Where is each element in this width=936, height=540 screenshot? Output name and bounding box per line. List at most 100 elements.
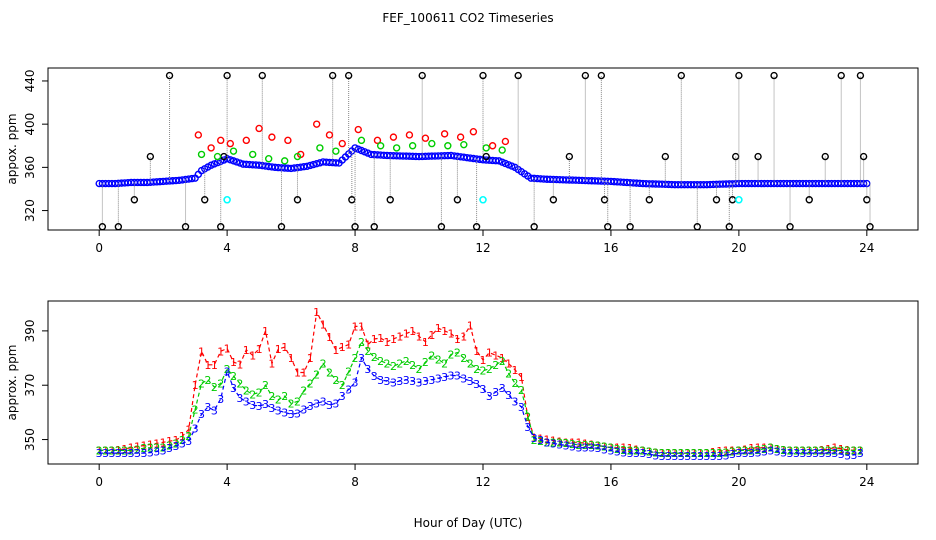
bottom-green-marker: 2: [659, 447, 666, 460]
bottom-red-marker: 1: [723, 444, 730, 457]
bottom-red-marker: 1: [825, 443, 832, 456]
top-red-point: [255, 124, 263, 133]
bottom-green-marker: 2: [377, 355, 384, 368]
top-green-point: [264, 155, 273, 163]
bottom-blue-marker: 3: [524, 421, 531, 434]
bottom-red-marker: 1: [716, 445, 723, 458]
bottom-green-marker: 2: [735, 444, 742, 457]
bottom-blue-marker: 3: [780, 447, 787, 460]
bottom-blue-marker: 3: [755, 447, 762, 460]
top-black-point: [677, 71, 686, 80]
bottom-green-marker: 2: [243, 385, 250, 398]
bottom-red-marker: 1: [435, 322, 442, 335]
bottom-blue-marker: 3: [371, 370, 378, 383]
bottom-blue-marker: 3: [396, 375, 403, 388]
bottom-blue-marker: 3: [236, 392, 243, 405]
bottom-blue-marker: 3: [249, 399, 256, 412]
bottom-blue-marker: 3: [537, 434, 544, 447]
top-blue-point: [303, 162, 311, 170]
top-red-point: [312, 120, 321, 128]
bottom-red-marker: 1: [499, 352, 506, 365]
bottom-green-marker: 2: [236, 377, 243, 390]
bottom-green-marker: 2: [825, 444, 832, 457]
bottom-red-marker: 1: [735, 444, 742, 457]
bottom-blue-marker: 3: [639, 447, 646, 460]
bottom-green-marker: 2: [729, 446, 736, 459]
bottom-green-marker: 2: [358, 336, 365, 349]
bottom-green-marker: 2: [595, 440, 602, 453]
bottom-blue-marker: 3: [192, 423, 199, 436]
top-red-point: [354, 125, 362, 134]
top-black-point: [604, 223, 612, 231]
bottom-green-marker: 2: [486, 363, 493, 376]
bottom-blue-marker: 3: [614, 446, 621, 459]
bottom-blue-marker: 3: [364, 363, 371, 376]
bottom-red-marker: 1: [371, 333, 378, 346]
bottom-red-marker: 1: [339, 341, 346, 354]
bottom-green-marker: 2: [268, 390, 275, 403]
bottom-blue-marker: 3: [204, 401, 211, 414]
bottom-blue-marker: 3: [633, 447, 640, 460]
bottom-blue-marker: 3: [300, 404, 307, 417]
bottom-green-marker: 2: [313, 368, 320, 381]
bottom-blue-marker: 3: [831, 447, 838, 460]
top-red-point: [373, 136, 382, 145]
top-black-point: [856, 71, 865, 80]
bottom-red-marker: 1: [569, 436, 576, 449]
bottom-green-marker: 2: [396, 357, 403, 370]
bottom-green-marker: 2: [844, 444, 851, 457]
bottom-blue-marker: 3: [441, 371, 448, 384]
bottom-green-marker: 2: [198, 377, 205, 390]
top-black-point: [344, 71, 353, 80]
bottom-blue-marker: 3: [230, 382, 237, 395]
bottom-green-marker: 2: [288, 397, 295, 410]
bottom-blue-marker: 3: [550, 437, 557, 450]
bottom-red-marker: 1: [262, 325, 269, 338]
bottom-blue-marker: 3: [320, 396, 327, 409]
bottom-blue-marker: 3: [294, 407, 301, 420]
bottom-red-marker: 1: [115, 444, 122, 457]
top-red-point: [405, 131, 414, 139]
top-red-point: [268, 133, 276, 141]
top-x-tick-label: 20: [731, 241, 746, 255]
bottom-green-marker: 2: [416, 363, 423, 376]
bottom-red-marker: 1: [454, 333, 461, 346]
bottom-blue-marker: 3: [454, 370, 461, 383]
top-red-point: [207, 144, 215, 152]
top-black-point: [645, 196, 654, 204]
bottom-blue-marker: 3: [268, 402, 275, 415]
bottom-green-marker: 2: [179, 434, 186, 447]
bottom-green-marker: 2: [799, 444, 806, 457]
bottom-red-marker: 1: [384, 336, 391, 349]
bottom-red-marker: 1: [300, 367, 307, 380]
bottom-red-marker: 1: [409, 325, 416, 338]
bottom-red-marker: 1: [678, 447, 685, 460]
bottom-green-marker: 2: [249, 388, 256, 401]
bottom-red-line: [99, 309, 861, 454]
bottom-red-marker: 1: [134, 441, 141, 454]
top-black-point: [837, 71, 845, 80]
bottom-green-marker: 2: [166, 440, 173, 453]
bottom-blue-marker: 3: [742, 447, 749, 460]
bottom-green-marker: 2: [857, 444, 864, 457]
bottom-green-marker: 2: [819, 444, 826, 457]
bottom-red-marker: 1: [748, 442, 755, 455]
bottom-green-marker: 2: [454, 347, 461, 360]
bottom-green-marker: 2: [774, 443, 781, 456]
top-black-point: [165, 71, 174, 80]
bottom-green-marker: 2: [230, 370, 237, 383]
bottom-red-marker: 1: [121, 443, 128, 456]
bottom-blue-marker: 3: [748, 447, 755, 460]
top-black-point: [626, 223, 634, 231]
bottom-blue-marker: 3: [467, 375, 474, 388]
bottom-blue-marker: 3: [806, 447, 813, 460]
top-black-point: [328, 71, 337, 80]
top-cyan-point: [479, 195, 487, 204]
bottom-blue-marker: 3: [262, 398, 269, 411]
bottom-blue-marker: 3: [543, 436, 550, 449]
bottom-green-marker: 2: [556, 436, 563, 449]
bottom-red-marker: 1: [819, 444, 826, 457]
bottom-blue-marker: 3: [703, 450, 710, 463]
